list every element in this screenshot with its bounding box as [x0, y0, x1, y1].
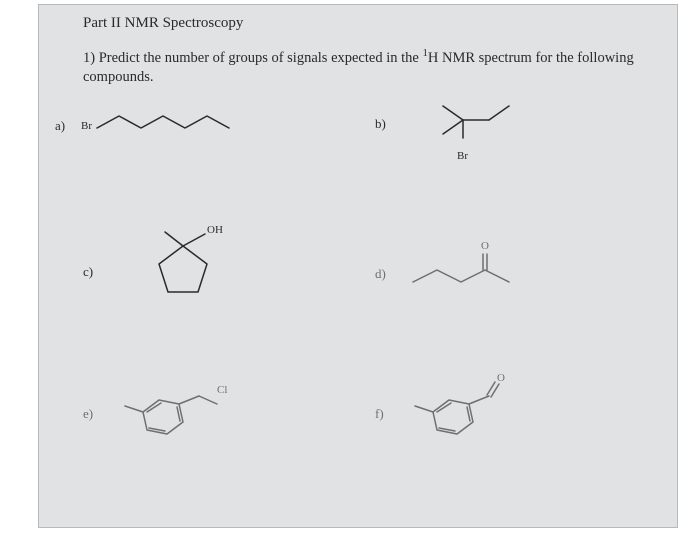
question-prefix: 1) Predict the number of groups of signa… [83, 50, 422, 66]
label-b: b) [375, 116, 386, 132]
atom-o-d: O [481, 240, 489, 252]
atom-cl-e: Cl [217, 384, 227, 396]
label-a: a) [55, 118, 65, 134]
atom-oh-c: OH [207, 224, 223, 236]
label-e: e) [83, 406, 93, 422]
label-f: f) [375, 406, 384, 422]
compound-a: a) Br [83, 114, 343, 164]
compound-b: b) Br [383, 106, 583, 176]
question-text: 1) Predict the number of groups of signa… [83, 46, 649, 88]
worksheet-page: Part II NMR Spectroscopy 1) Predict the … [38, 4, 678, 528]
atom-o-f: O [497, 372, 505, 384]
structure-c-svg [143, 226, 233, 306]
atom-br-b: Br [457, 150, 468, 162]
compound-e: e) Cl [103, 376, 303, 466]
compound-f: f) O [383, 376, 583, 466]
label-c: c) [83, 264, 93, 280]
structure-f-svg [413, 376, 533, 456]
section-title: Part II NMR Spectroscopy [83, 15, 649, 32]
structure-b-svg [413, 106, 523, 146]
structures-grid: a) Br b) Br c) [83, 106, 649, 506]
label-d: d) [375, 266, 386, 282]
compound-c: c) OH [123, 216, 323, 316]
structure-a-svg [97, 116, 237, 136]
atom-br-a: Br [81, 120, 92, 132]
structure-d-svg [413, 250, 523, 295]
compound-d: d) O [383, 236, 583, 316]
